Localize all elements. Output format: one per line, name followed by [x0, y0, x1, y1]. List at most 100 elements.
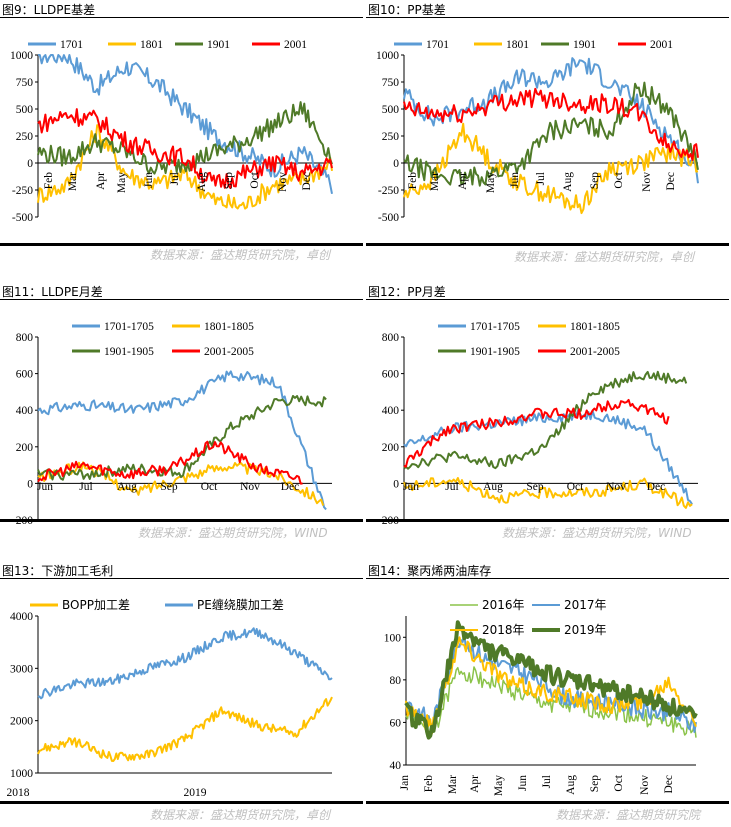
divider [0, 243, 363, 246]
x-tick-label: Mar [447, 775, 459, 794]
x-tick-label: 2018 [7, 787, 30, 799]
x-tick-label: Oct [613, 171, 625, 188]
y-tick-label: -250 [12, 185, 33, 197]
series-line [405, 632, 697, 733]
x-tick-label: Sep [160, 481, 178, 493]
x-tick-label: Jul [541, 775, 553, 788]
legend-label: 2001 [284, 39, 307, 51]
x-tick-label: Sep [526, 481, 544, 493]
x-tick-label: Nov [277, 172, 289, 192]
x-tick-label: Oct [201, 481, 218, 493]
series-line [37, 440, 303, 485]
y-tick-label: 500 [382, 104, 400, 116]
x-tick-label: Jul [169, 172, 181, 185]
x-tick-label: 2019 [184, 787, 207, 799]
series-line [37, 108, 333, 189]
x-tick-label: Oct [567, 481, 584, 493]
y-tick-label: 800 [16, 332, 34, 344]
x-tick-label: Jun [509, 172, 521, 188]
divider [0, 519, 363, 522]
x-tick-label: Mar [67, 172, 79, 191]
legend-label: 2001-2005 [570, 346, 620, 358]
x-tick-label: Aug [562, 172, 574, 192]
legend-label: PE缠绕膜加工差 [197, 597, 284, 612]
y-tick-label: 600 [16, 369, 34, 381]
x-tick-label: Jun [517, 775, 529, 791]
series-line [403, 477, 693, 509]
y-tick-label: 750 [16, 77, 34, 89]
x-tick-label: Aug [117, 481, 137, 493]
legend-label: 1801 [506, 39, 529, 51]
y-tick-label: 200 [16, 442, 34, 454]
y-tick-label: 0 [27, 158, 33, 170]
x-tick-label: Dec [665, 172, 677, 191]
panel-pp-spread: 图12：PP月差 8006004002000-200JunJulAugSepOc… [366, 282, 731, 547]
x-tick-label: Nov [606, 481, 626, 493]
divider [366, 578, 729, 579]
x-tick-label: Aug [565, 775, 577, 795]
source-note: 数据来源：盛达期货研究院，卓创 [514, 250, 695, 264]
series-line [37, 370, 327, 511]
legend-label: 2001-2005 [204, 346, 254, 358]
panel-lldpe-spread: 图11：LLDPE月差 8006004002000-200JunJulAugSe… [0, 282, 365, 547]
y-tick-label: -250 [378, 185, 399, 197]
x-tick-label: Apr [469, 775, 481, 793]
chart-pp-inventory: 100 80 60 40 Jan Feb Mar Apr May Jun Jul Aug Sep Oct N… [384, 598, 698, 796]
series-line [403, 122, 699, 215]
x-tick-label: Sep [589, 172, 601, 190]
series-line [403, 370, 688, 470]
panel-lldpe-basis: 图9：LLDPE基差 1000 750 500 250 0 -250 -500 Feb Mar A… [0, 0, 365, 270]
x-tick-label: Nov [641, 172, 653, 192]
chart-downstream-margin: 4000 3000 2000 1000 2018 2019 BOPP加工差 PE缠绕膜加工差 [7, 597, 333, 799]
divider [0, 299, 363, 300]
legend-label: BOPP加工差 [62, 598, 130, 612]
chart-pp-spread: 8006004002000-200JunJulAugSepOctNovDec17… [378, 321, 698, 527]
source-note: 数据来源：盛达期货研究院，WIND [138, 526, 328, 540]
y-tick-label: 1000 [10, 50, 33, 62]
x-tick-label: Dec [281, 481, 300, 493]
x-tick-label: Aug [483, 481, 503, 493]
legend-label: 2019年 [564, 623, 607, 637]
legend-label: 2017年 [564, 598, 607, 612]
x-tick-label: Oct [249, 171, 261, 188]
series-line [404, 620, 698, 740]
y-tick-label: 0 [393, 158, 399, 170]
legend-label: 1801-1805 [204, 321, 254, 333]
panel-pp-inventory: 图14：聚丙烯两油库存 100 80 60 40 Jan Feb Mar Apr May Jun J… [366, 561, 731, 827]
x-tick-label: Nov [639, 775, 651, 795]
source-note: 数据来源：盛达期货研究院，WIND [502, 526, 692, 540]
legend-label: 1701-1705 [470, 321, 520, 333]
x-tick-label: Sep [223, 172, 235, 190]
chart-lldpe-basis: 1000 750 500 250 0 -250 -500 Feb Mar Apr May Jun Jul… [10, 39, 333, 224]
y-tick-label: 200 [382, 442, 400, 454]
y-tick-label: 4000 [10, 611, 33, 623]
legend-label: 1701 [60, 39, 83, 51]
x-tick-label: Jun [403, 481, 419, 493]
series-line [37, 395, 327, 481]
x-tick-label: May [493, 775, 505, 796]
y-tick-label: 3000 [10, 663, 33, 675]
chart-pp-basis: 1000 750 500 250 0 -250 -500 Feb Mar Apr May Jun Jul… [376, 39, 699, 224]
legend-label: 1901-1905 [104, 346, 154, 358]
y-tick-label: 80 [390, 675, 402, 687]
legend-label: 1801-1805 [570, 321, 620, 333]
divider [0, 578, 363, 579]
y-tick-label: 250 [382, 131, 400, 143]
series-line [403, 398, 670, 468]
legend-label: 1901 [207, 39, 230, 51]
series-line [405, 666, 697, 738]
divider [0, 17, 363, 18]
legend-label: 2018年 [482, 623, 525, 637]
series-line [37, 101, 333, 175]
y-tick-label: 60 [390, 717, 402, 729]
x-tick-label: Apr [457, 172, 469, 190]
x-tick-label: Jul [535, 172, 547, 185]
y-tick-label: 0 [27, 478, 33, 490]
y-tick-label: 2000 [10, 716, 33, 728]
source-note: 数据来源：盛达期货研究院，卓创 [150, 808, 331, 822]
y-tick-label: 1000 [10, 768, 33, 780]
x-tick-label: Feb [43, 172, 55, 190]
series-line [403, 408, 693, 505]
divider [366, 243, 729, 246]
x-tick-label: Jul [445, 481, 458, 493]
